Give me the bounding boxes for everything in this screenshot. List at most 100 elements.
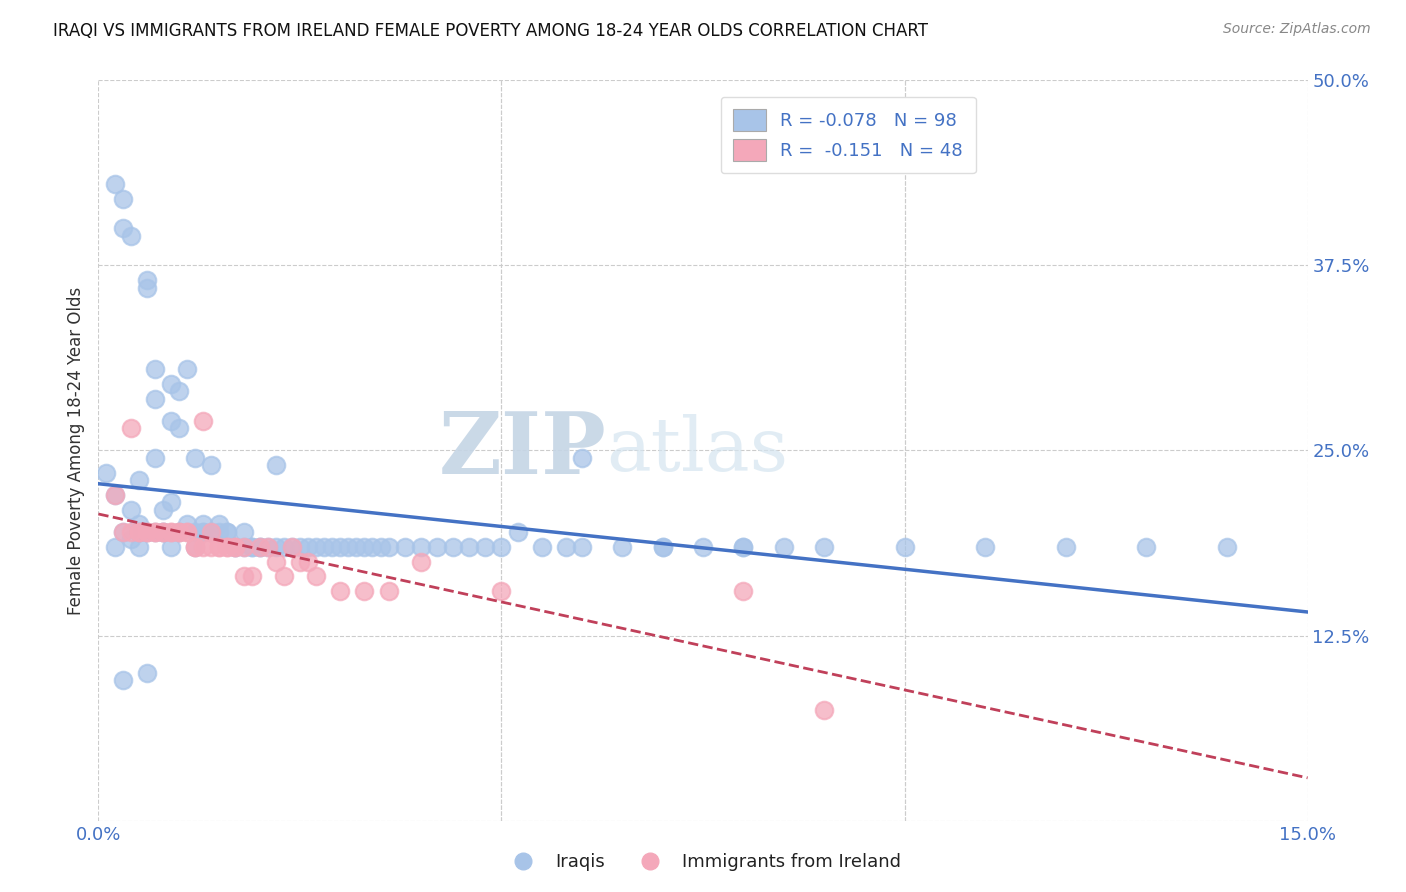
Point xyxy=(651,540,673,554)
Point xyxy=(506,524,529,539)
Point xyxy=(135,524,157,539)
Point xyxy=(1054,540,1077,554)
Point xyxy=(120,421,142,435)
Point xyxy=(264,540,287,554)
Point xyxy=(184,540,207,554)
Point xyxy=(184,540,207,554)
Point xyxy=(329,540,352,554)
Point xyxy=(297,555,319,569)
Point xyxy=(288,555,311,569)
Point xyxy=(321,540,343,554)
Point xyxy=(111,192,134,206)
Point xyxy=(143,392,166,406)
Point xyxy=(143,524,166,539)
Point xyxy=(135,280,157,294)
Point xyxy=(530,540,553,554)
Point xyxy=(314,540,336,554)
Point xyxy=(167,384,190,399)
Point xyxy=(176,517,198,532)
Point xyxy=(733,540,755,554)
Point xyxy=(167,524,190,539)
Point xyxy=(224,540,246,554)
Point xyxy=(152,524,174,539)
Point xyxy=(692,540,714,554)
Point xyxy=(160,524,183,539)
Point xyxy=(152,502,174,516)
Point xyxy=(772,540,794,554)
Point xyxy=(377,540,399,554)
Point xyxy=(441,540,464,554)
Point xyxy=(249,540,271,554)
Point xyxy=(377,584,399,599)
Point xyxy=(232,569,254,583)
Point xyxy=(571,450,593,465)
Point xyxy=(1135,540,1157,554)
Point xyxy=(103,177,125,191)
Point xyxy=(184,540,207,554)
Point xyxy=(128,524,150,539)
Point xyxy=(571,540,593,554)
Point xyxy=(651,540,673,554)
Text: IRAQI VS IMMIGRANTS FROM IRELAND FEMALE POVERTY AMONG 18-24 YEAR OLDS CORRELATIO: IRAQI VS IMMIGRANTS FROM IRELAND FEMALE … xyxy=(53,22,928,40)
Point xyxy=(120,228,142,243)
Point xyxy=(111,221,134,235)
Point xyxy=(111,524,134,539)
Point xyxy=(370,540,392,554)
Text: Source: ZipAtlas.com: Source: ZipAtlas.com xyxy=(1223,22,1371,37)
Point xyxy=(612,540,634,554)
Point xyxy=(256,540,278,554)
Point xyxy=(232,524,254,539)
Point xyxy=(361,540,384,554)
Point xyxy=(249,540,271,554)
Point xyxy=(152,524,174,539)
Point xyxy=(217,540,239,554)
Point xyxy=(193,540,215,554)
Point xyxy=(120,533,142,547)
Point xyxy=(128,540,150,554)
Point xyxy=(128,517,150,532)
Point xyxy=(409,555,432,569)
Point xyxy=(111,673,134,687)
Point xyxy=(160,524,183,539)
Point xyxy=(893,540,915,554)
Point xyxy=(167,524,190,539)
Point xyxy=(103,540,125,554)
Point xyxy=(409,540,432,554)
Point xyxy=(128,473,150,487)
Point xyxy=(813,703,835,717)
Point xyxy=(167,421,190,435)
Point xyxy=(224,540,246,554)
Point xyxy=(273,569,295,583)
Point xyxy=(200,524,222,539)
Point xyxy=(249,540,271,554)
Point xyxy=(96,466,118,480)
Point xyxy=(143,524,166,539)
Point xyxy=(103,488,125,502)
Point xyxy=(264,555,287,569)
Point xyxy=(167,524,190,539)
Point xyxy=(232,540,254,554)
Point xyxy=(281,540,304,554)
Point xyxy=(394,540,416,554)
Point xyxy=(256,540,278,554)
Point xyxy=(474,540,496,554)
Point xyxy=(208,540,231,554)
Y-axis label: Female Poverty Among 18-24 Year Olds: Female Poverty Among 18-24 Year Olds xyxy=(66,286,84,615)
Point xyxy=(193,517,215,532)
Text: ZIP: ZIP xyxy=(439,409,606,492)
Point xyxy=(160,414,183,428)
Point xyxy=(208,517,231,532)
Point xyxy=(297,540,319,554)
Point xyxy=(491,584,513,599)
Point xyxy=(232,540,254,554)
Point xyxy=(103,488,125,502)
Point xyxy=(193,524,215,539)
Legend: R = -0.078   N = 98, R =  -0.151   N = 48: R = -0.078 N = 98, R = -0.151 N = 48 xyxy=(721,96,976,173)
Text: atlas: atlas xyxy=(606,414,789,487)
Point xyxy=(128,524,150,539)
Point xyxy=(240,540,263,554)
Point xyxy=(176,524,198,539)
Point xyxy=(305,540,328,554)
Point xyxy=(264,458,287,473)
Point xyxy=(135,524,157,539)
